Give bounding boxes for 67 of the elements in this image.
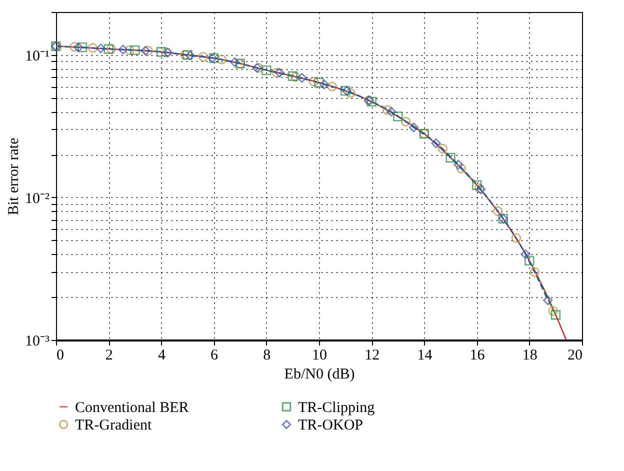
- point: [524, 256, 534, 266]
- x-tick-label: 6: [210, 348, 219, 364]
- point: [472, 180, 482, 190]
- point: [290, 72, 300, 82]
- point: [548, 306, 558, 316]
- point: [319, 80, 330, 90]
- point: [530, 267, 540, 277]
- point: [274, 68, 284, 78]
- y-tick-label: 10⁻³: [25, 334, 50, 350]
- point: [542, 295, 553, 306]
- point: [288, 71, 298, 81]
- x-tick-label: 12: [364, 348, 380, 364]
- point: [156, 47, 166, 57]
- point: [550, 310, 561, 320]
- point: [77, 42, 88, 52]
- point: [408, 122, 419, 132]
- point: [393, 112, 403, 122]
- point: [96, 44, 106, 54]
- point: [493, 206, 503, 216]
- legend-label: TR-Clipping: [298, 400, 376, 416]
- point: [520, 249, 530, 260]
- point: [438, 144, 448, 154]
- point: [216, 54, 227, 64]
- point: [198, 52, 208, 62]
- point: [143, 46, 153, 56]
- x-axis-title: Eb/N0 (dB): [284, 366, 355, 382]
- legend-label: Conventional BER: [75, 400, 189, 416]
- point: [382, 105, 392, 115]
- legend-label: TR-Gradient: [75, 418, 152, 434]
- x-tick-label: 8: [263, 348, 271, 364]
- point: [230, 57, 240, 67]
- x-tick-label: 10: [312, 348, 327, 364]
- point: [297, 73, 307, 83]
- x-tick-label: 4: [158, 348, 166, 364]
- point: [431, 138, 441, 148]
- point: [446, 152, 456, 163]
- point: [327, 82, 337, 92]
- x-tick-label: 2: [105, 348, 113, 364]
- point: [118, 44, 128, 54]
- point: [140, 46, 150, 56]
- point: [182, 50, 192, 60]
- point: [272, 68, 282, 78]
- point: [456, 164, 466, 174]
- point: [366, 96, 376, 106]
- point: [314, 78, 324, 88]
- point: [308, 76, 319, 86]
- point: [346, 88, 356, 98]
- y-tick-label: 10⁻¹: [25, 48, 50, 64]
- x-tick-label: 14: [417, 348, 433, 364]
- point: [400, 116, 411, 127]
- point: [130, 45, 140, 55]
- point: [386, 106, 396, 116]
- point: [74, 42, 84, 52]
- x-tick-label: 16: [470, 348, 486, 364]
- x-tick-label: 20: [568, 348, 582, 364]
- point: [185, 50, 195, 60]
- point: [454, 160, 464, 170]
- x-tick-label: 0: [56, 348, 64, 364]
- point: [104, 44, 114, 54]
- point: [511, 233, 522, 243]
- y-axis-title: Bit error rate: [6, 137, 22, 216]
- legend-label: TR-OKOP: [298, 418, 364, 434]
- point: [124, 45, 134, 55]
- x-tick-label: 18: [522, 348, 538, 364]
- point: [262, 65, 272, 76]
- point: [88, 43, 98, 53]
- y-tick-label: 10⁻²: [25, 190, 50, 207]
